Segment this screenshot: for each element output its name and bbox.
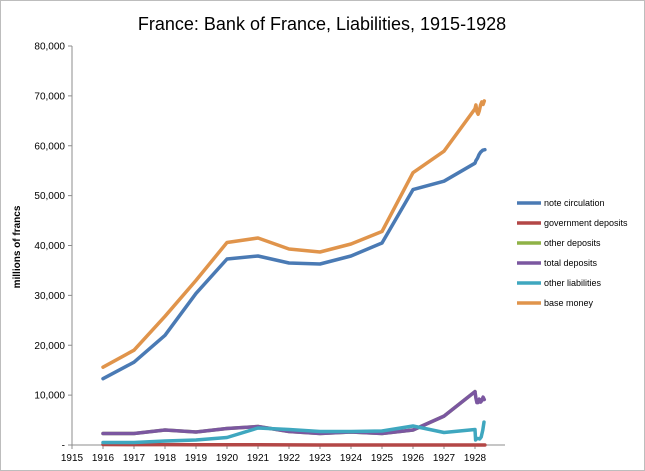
x-tick-label: 1927 <box>433 453 456 464</box>
x-tick-label: 1918 <box>154 453 177 464</box>
y-tick-label: 30,000 <box>34 291 65 302</box>
legend-label: base money <box>544 298 594 308</box>
y-tick-label: 10,000 <box>34 391 65 402</box>
legend: note circulation government deposits other… <box>517 198 628 308</box>
legend-label: total deposits <box>544 258 598 268</box>
chart-title: France: Bank of France, Liabilities, 191… <box>138 14 506 34</box>
y-tick-label: 60,000 <box>34 141 65 152</box>
x-tick-label: 1916 <box>92 453 115 464</box>
x-tick-label: 1922 <box>278 453 301 464</box>
x-tick-label: 1926 <box>402 453 425 464</box>
x-tick-label: 1917 <box>123 453 146 464</box>
x-tick-label: 1923 <box>309 453 332 464</box>
y-tick-label: 80,000 <box>34 42 65 53</box>
x-tick-label: 1925 <box>371 453 394 464</box>
x-tick-label: 1924 <box>340 453 363 464</box>
series-line-note-circulation <box>101 147 487 381</box>
series-lines <box>101 99 487 447</box>
axes: - 10,000 20,000 30,000 40,000 50,000 60,000 70,… <box>34 42 505 464</box>
y-tick-label: 50,000 <box>34 191 65 202</box>
x-tick-label: 1928 <box>464 453 487 464</box>
legend-label: other liabilities <box>544 278 602 288</box>
series-line-base-money <box>101 99 487 369</box>
y-axis-label: millions of francs <box>12 205 23 288</box>
series-line-government-deposits <box>101 442 487 447</box>
legend-label: other deposits <box>544 238 601 248</box>
series-line-total-deposits <box>101 389 487 436</box>
legend-label: government deposits <box>544 218 628 228</box>
y-tick-label: 70,000 <box>34 91 65 102</box>
y-tick-label: 20,000 <box>34 341 65 352</box>
series-line-other-liabilities <box>101 420 486 445</box>
x-tick-label: 1920 <box>216 453 239 464</box>
x-tick-label: 1915 <box>61 453 84 464</box>
legend-label: note circulation <box>544 198 605 208</box>
y-tick-label: - <box>62 441 65 452</box>
x-tick-label: 1919 <box>185 453 208 464</box>
y-tick-label: 40,000 <box>34 241 65 252</box>
x-tick-label: 1921 <box>247 453 270 464</box>
